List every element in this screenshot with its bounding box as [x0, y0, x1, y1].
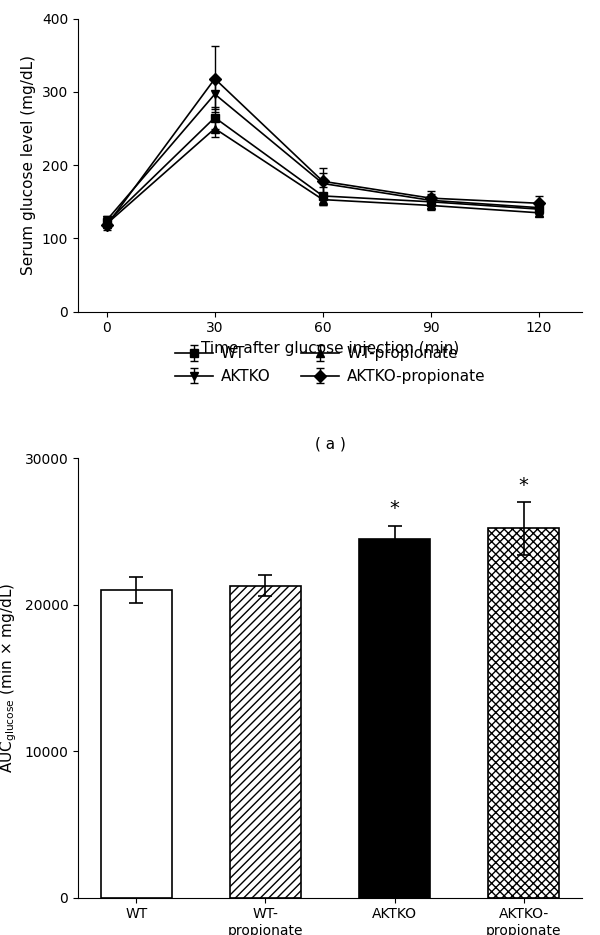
Y-axis label: AUC$_\mathregular{glucose}$ (min × mg/dL): AUC$_\mathregular{glucose}$ (min × mg/dL…: [0, 583, 19, 773]
Bar: [488, 528, 559, 898]
Bar: [101, 590, 172, 898]
Legend: WT, AKTKO, WT-propionate, AKTKO-propionate: WT, AKTKO, WT-propionate, AKTKO-propiona…: [175, 346, 485, 384]
Y-axis label: Serum glucose level (mg/dL): Serum glucose level (mg/dL): [22, 55, 37, 275]
Bar: [359, 539, 430, 898]
Bar: [230, 585, 301, 898]
Text: *: *: [518, 476, 529, 495]
Text: ( a ): ( a ): [314, 436, 346, 452]
X-axis label: Time after glucose injection (min): Time after glucose injection (min): [201, 341, 459, 356]
Text: *: *: [389, 499, 400, 518]
